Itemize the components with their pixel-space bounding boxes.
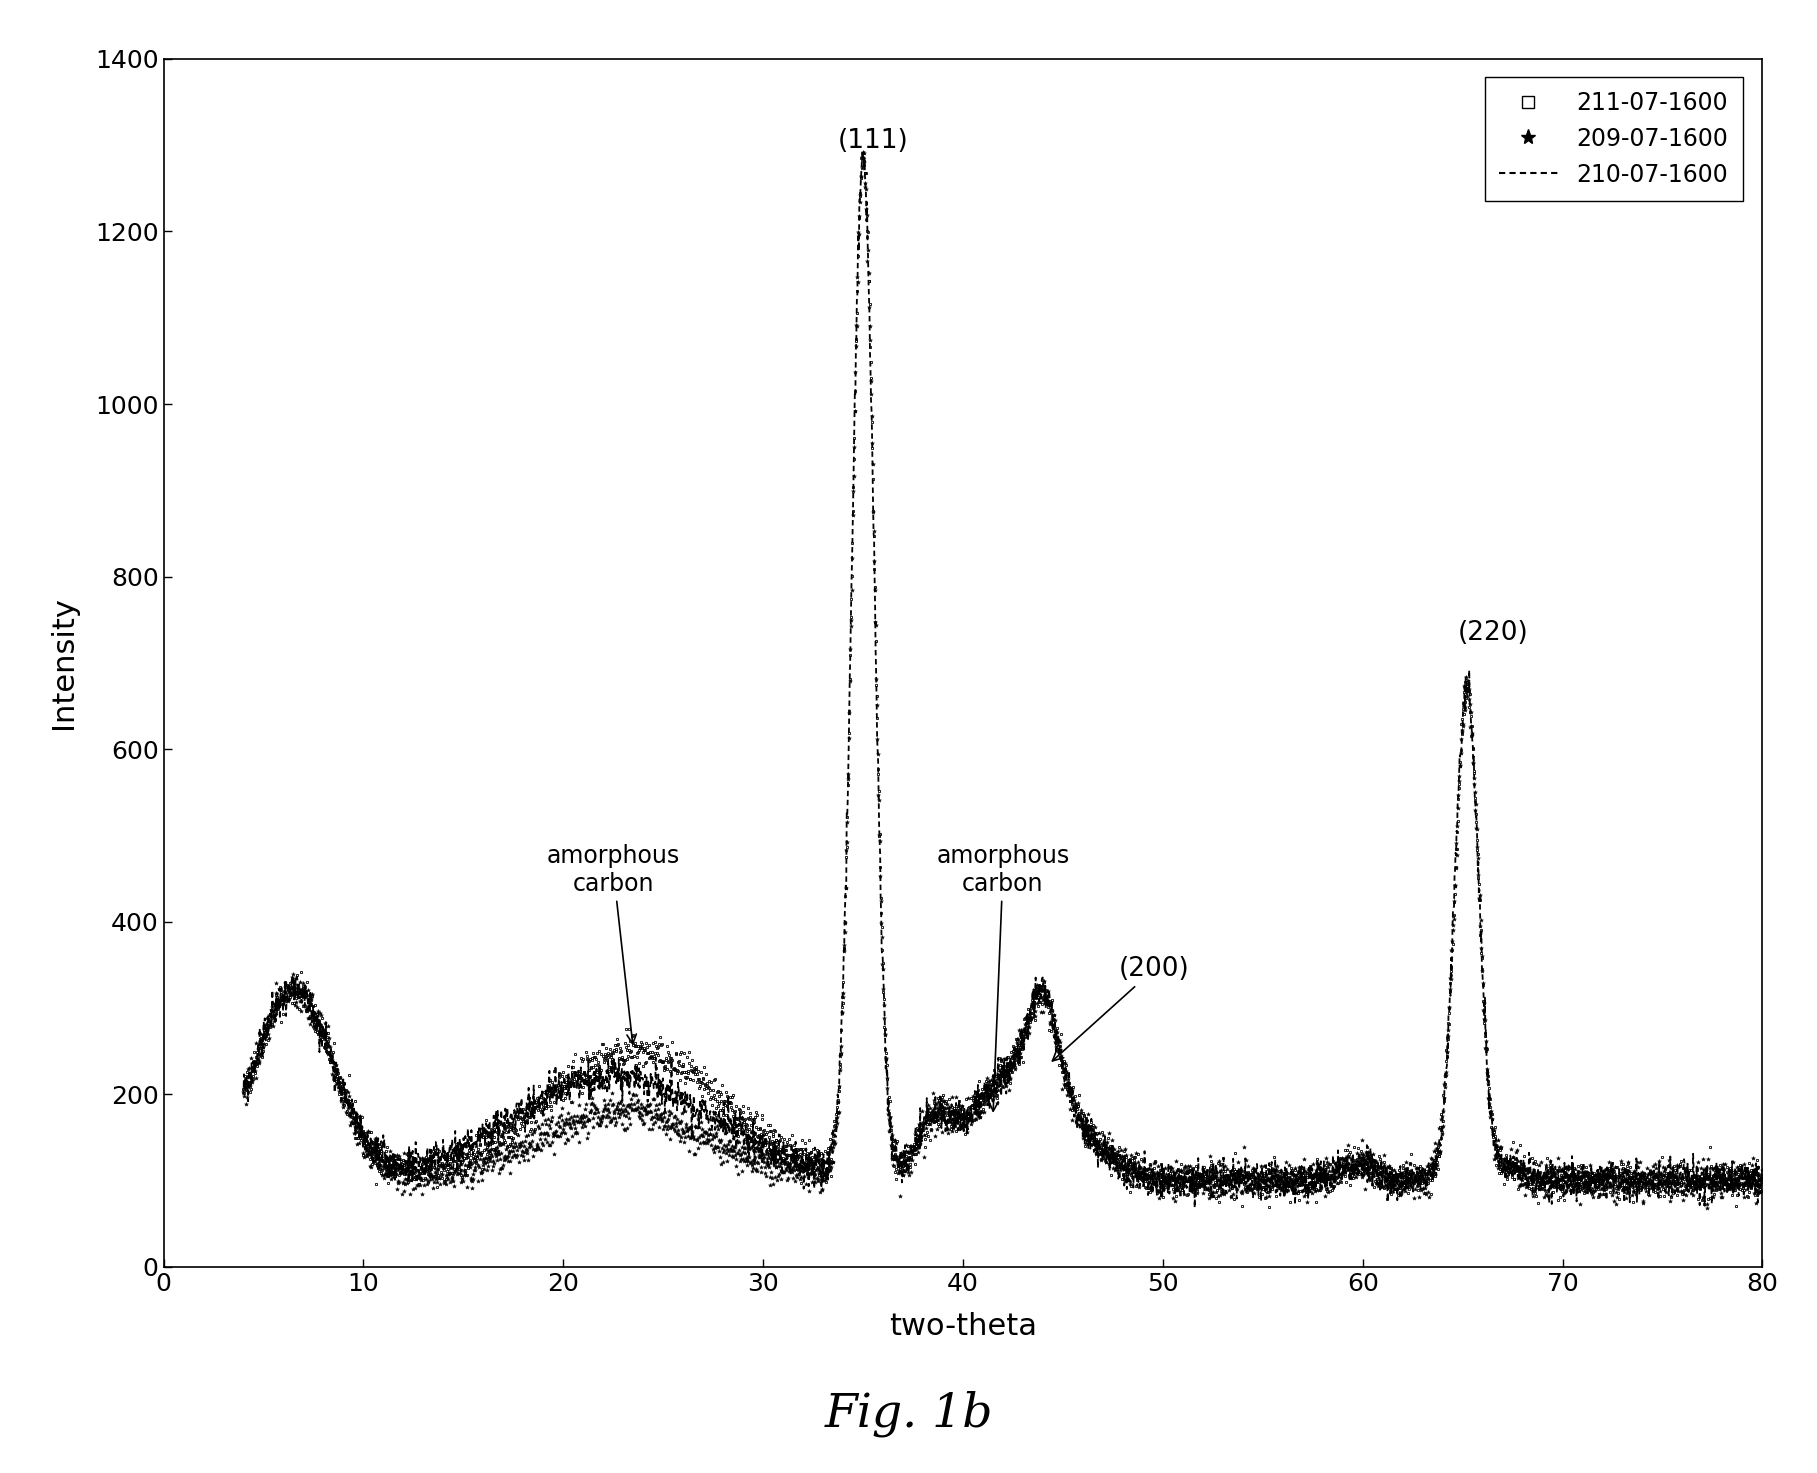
211-07-1600 <box>1752 1173 1773 1190</box>
209-07-1600 <box>405 1175 427 1193</box>
209-07-1600 <box>852 143 874 161</box>
210-07-1600 <box>233 1086 254 1103</box>
Text: amorphous
carbon: amorphous carbon <box>936 844 1070 1111</box>
211-07-1600 <box>881 1136 903 1153</box>
211-07-1600 <box>1559 1159 1581 1177</box>
Line: 210-07-1600: 210-07-1600 <box>243 152 1762 1208</box>
209-07-1600 <box>816 1162 838 1180</box>
Text: (220): (220) <box>1457 620 1528 645</box>
210-07-1600 <box>496 1114 518 1131</box>
210-07-1600 <box>1723 1175 1744 1193</box>
211-07-1600 <box>852 144 874 162</box>
209-07-1600 <box>496 1137 518 1155</box>
210-07-1600 <box>1559 1171 1581 1189</box>
210-07-1600 <box>1752 1181 1773 1199</box>
Line: 209-07-1600: 209-07-1600 <box>242 150 1764 1209</box>
209-07-1600 <box>1697 1199 1719 1217</box>
210-07-1600 <box>405 1150 427 1168</box>
210-07-1600 <box>1185 1199 1206 1217</box>
209-07-1600 <box>1723 1175 1744 1193</box>
209-07-1600 <box>1752 1161 1773 1178</box>
Text: Fig. 1b: Fig. 1b <box>825 1391 992 1438</box>
211-07-1600 <box>233 1081 254 1099</box>
211-07-1600 <box>405 1161 427 1178</box>
X-axis label: two-theta: two-theta <box>889 1312 1038 1342</box>
209-07-1600 <box>881 1127 903 1145</box>
209-07-1600 <box>233 1083 254 1100</box>
Line: 211-07-1600: 211-07-1600 <box>242 152 1764 1208</box>
Legend: 211-07-1600, 209-07-1600, 210-07-1600: 211-07-1600, 209-07-1600, 210-07-1600 <box>1484 77 1743 200</box>
210-07-1600 <box>881 1124 903 1142</box>
209-07-1600 <box>1559 1175 1581 1193</box>
210-07-1600 <box>852 143 874 161</box>
211-07-1600 <box>816 1164 838 1181</box>
Text: amorphous
carbon: amorphous carbon <box>547 844 680 1044</box>
Y-axis label: Intensity: Intensity <box>49 597 78 729</box>
211-07-1600 <box>1723 1167 1744 1184</box>
210-07-1600 <box>816 1156 838 1174</box>
211-07-1600 <box>496 1137 518 1155</box>
211-07-1600 <box>1257 1198 1279 1215</box>
Text: (111): (111) <box>838 128 908 153</box>
Text: (200): (200) <box>1052 956 1190 1061</box>
